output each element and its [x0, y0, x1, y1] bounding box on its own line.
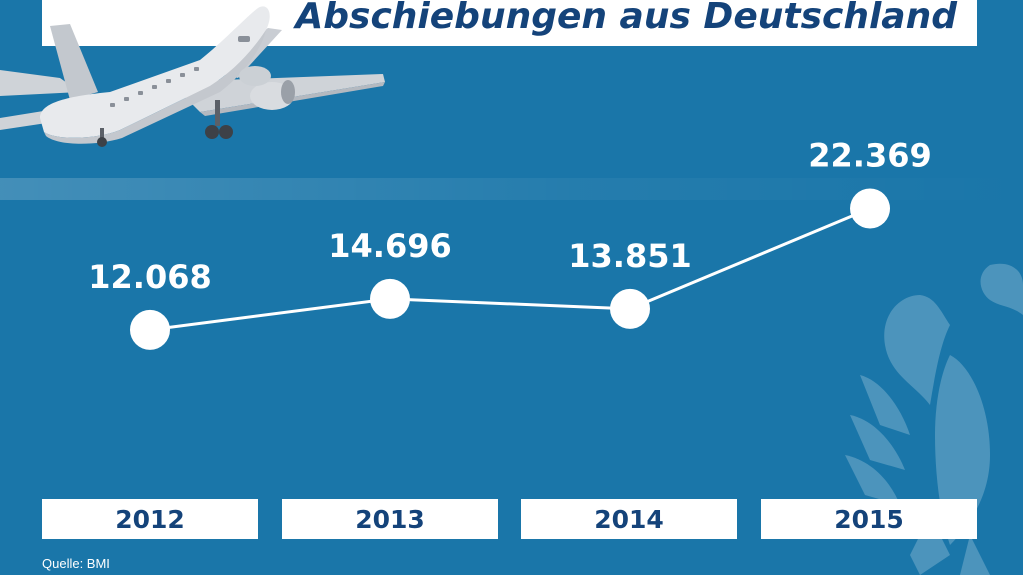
- eagle-watermark-icon: [845, 263, 1023, 575]
- data-label: 12.068: [88, 258, 211, 296]
- data-label: 13.851: [568, 237, 691, 275]
- airplane-icon: [0, 6, 385, 147]
- x-tick-label: 2012: [42, 499, 258, 539]
- data-point: [610, 288, 650, 329]
- source-note: Quelle: BMI: [42, 556, 110, 571]
- data-point: [850, 188, 890, 229]
- x-tick-label: 2015: [761, 499, 977, 539]
- series-line: [149, 207, 871, 332]
- x-tick-label: 2013: [282, 499, 498, 539]
- chart-title: Abschiebungen aus Deutschland: [295, 0, 957, 37]
- title-bar: Abschiebungen aus Deutschland: [42, 0, 977, 46]
- data-label: 14.696: [328, 227, 451, 265]
- data-label: 22.369: [808, 136, 931, 174]
- x-tick-label: 2014: [521, 499, 737, 539]
- sky-band: [0, 178, 1023, 200]
- data-point: [130, 309, 170, 350]
- data-point: [370, 278, 410, 319]
